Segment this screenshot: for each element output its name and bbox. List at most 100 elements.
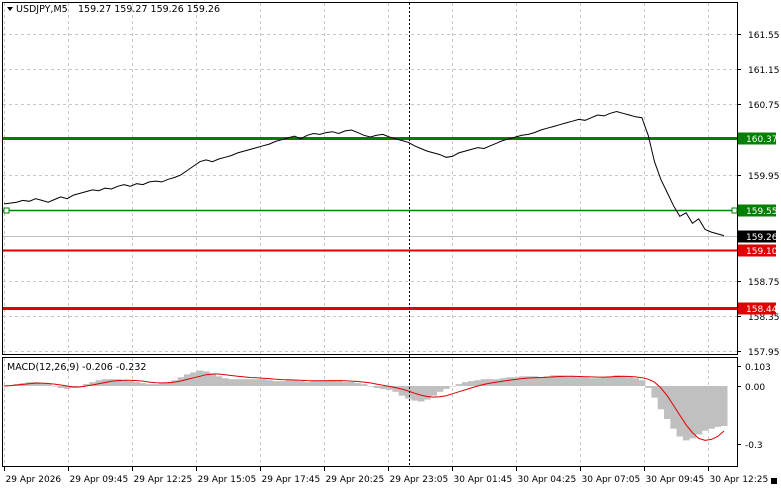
macd-histogram-bar (619, 376, 627, 386)
macd-histogram-bar (405, 386, 412, 399)
macd-histogram-bar (373, 386, 381, 388)
macd-histogram-bar (322, 380, 330, 386)
macd-histogram-bar (360, 384, 368, 386)
macd-histogram-bar (575, 377, 583, 386)
macd-histogram-bar (569, 376, 576, 386)
macd-histogram-bar (228, 379, 235, 386)
macd-histogram-bar (657, 386, 665, 410)
macd-histogram-bar (57, 386, 65, 388)
macd-histogram-bar (95, 380, 103, 386)
level-price-tag (738, 302, 776, 315)
time-tick-label: 30 Apr 04:25 (518, 475, 577, 485)
time-tick-label: 29 Apr 17:45 (262, 475, 321, 485)
macd-histogram-bar (442, 386, 450, 389)
macd-histogram-bar (670, 386, 677, 429)
macd-histogram-bar (45, 384, 52, 386)
macd-histogram-bar (329, 380, 336, 386)
macd-histogram-bar (76, 386, 84, 387)
macd-histogram-bar (177, 377, 185, 386)
price-line (3, 110, 725, 237)
macd-histogram-bar (221, 378, 229, 386)
time-axis[interactable]: 29 Apr 2026 29 Apr 09:45 29 Apr 12:25 29 Ap… (4, 466, 769, 485)
time-tick-label: 30 Apr 09:45 (646, 475, 705, 485)
macd-histogram-bar (108, 379, 115, 386)
level-price-tag (738, 204, 776, 217)
level-handle[interactable] (3, 207, 10, 214)
macd-histogram-bar (120, 380, 128, 386)
macd-histogram-bar (190, 372, 197, 386)
triangle-down-icon[interactable] (7, 7, 13, 11)
corner-marker (771, 478, 777, 484)
macd-histogram-bar (114, 379, 122, 386)
macd-histogram-bar (651, 386, 659, 398)
macd-histogram-bar (253, 379, 261, 386)
price-pane-frame (2, 2, 738, 355)
macd-histogram-bar (304, 382, 311, 386)
price-levels[interactable] (3, 137, 738, 310)
macd-grid (4, 358, 709, 466)
macd-histogram-bar (537, 377, 545, 386)
macd-signal-line (3, 373, 725, 441)
macd-histogram-bar (82, 384, 90, 386)
macd-pane-frame (2, 357, 738, 467)
macd-histogram-bar (240, 379, 248, 386)
ohlc-values: 159.27 159.27 159.26 159.26 (78, 4, 220, 15)
macd-histogram-bar (266, 380, 273, 386)
macd-histogram-bar (133, 382, 141, 386)
macd-histogram-bar (556, 375, 564, 386)
macd-histogram-bar (398, 386, 406, 396)
macd-histogram-bar (626, 377, 633, 386)
level-price-label: 160.37 (746, 135, 778, 145)
macd-histogram-bar (348, 382, 355, 386)
macd-histogram-bar (247, 379, 254, 386)
macd-histogram-bar (714, 386, 722, 427)
time-tick-label: 29 Apr 15:05 (198, 475, 257, 485)
macd-histogram-bar (335, 381, 343, 386)
macd-histogram-bar (550, 375, 557, 386)
level-handle[interactable] (731, 207, 738, 214)
macd-histogram-bar (436, 386, 444, 392)
macd-histogram-bar (676, 386, 684, 437)
macd-histogram-bar (196, 370, 204, 386)
macd-histogram-bar (417, 386, 425, 402)
price-tick-label: 158.75 (748, 278, 780, 288)
level-price-label: 158.44 (746, 305, 778, 315)
time-tick-label: 29 Apr 2026 (6, 475, 62, 485)
macd-histogram-bar (544, 376, 551, 386)
macd-tick-label: -0.3 (745, 441, 763, 451)
macd-histogram-bar (38, 383, 46, 386)
macd-histogram-bar (645, 386, 652, 388)
macd-histogram-bar (506, 377, 513, 386)
macd-histogram-bar (209, 373, 216, 386)
time-tick-label: 29 Apr 12:25 (134, 475, 193, 485)
macd-histogram-bar (455, 384, 463, 386)
macd-histogram-bar (632, 378, 640, 386)
macd-histogram-bar (285, 380, 292, 386)
macd-histogram-bar (64, 386, 71, 389)
macd-histogram-bar (146, 384, 153, 386)
current-price-tag (738, 230, 776, 243)
macd-histogram-bar (171, 380, 179, 386)
macd-histogram-bar (708, 386, 715, 429)
macd-histogram-bar (89, 382, 96, 386)
chart-header: USDJPY,M5 159.27 159.27 159.26 159.26 (7, 4, 220, 15)
macd-histogram-bar (689, 386, 696, 439)
macd-histogram-bar (430, 386, 437, 396)
macd-histogram-bar (518, 376, 526, 386)
price-axis[interactable]: 161.55 161.15 160.75 159.95 158.75 158.35 157.… (737, 31, 780, 358)
macd-histogram-bar (531, 376, 539, 386)
macd-histogram-bar (297, 381, 305, 386)
macd-label: MACD(12,26,9) -0.206 -0.232 (7, 362, 146, 373)
macd-histogram-bar (607, 376, 614, 386)
macd-histogram-bar (664, 386, 671, 419)
macd-histogram-bar (316, 381, 324, 386)
price-series (3, 110, 725, 237)
macd-histogram-bar (127, 381, 134, 386)
macd-histogram-bar (474, 380, 482, 386)
macd-histogram-bar (310, 381, 317, 386)
macd-histogram-bar (493, 379, 501, 386)
macd-histogram-bar (461, 382, 469, 386)
price-grid (3, 3, 737, 354)
